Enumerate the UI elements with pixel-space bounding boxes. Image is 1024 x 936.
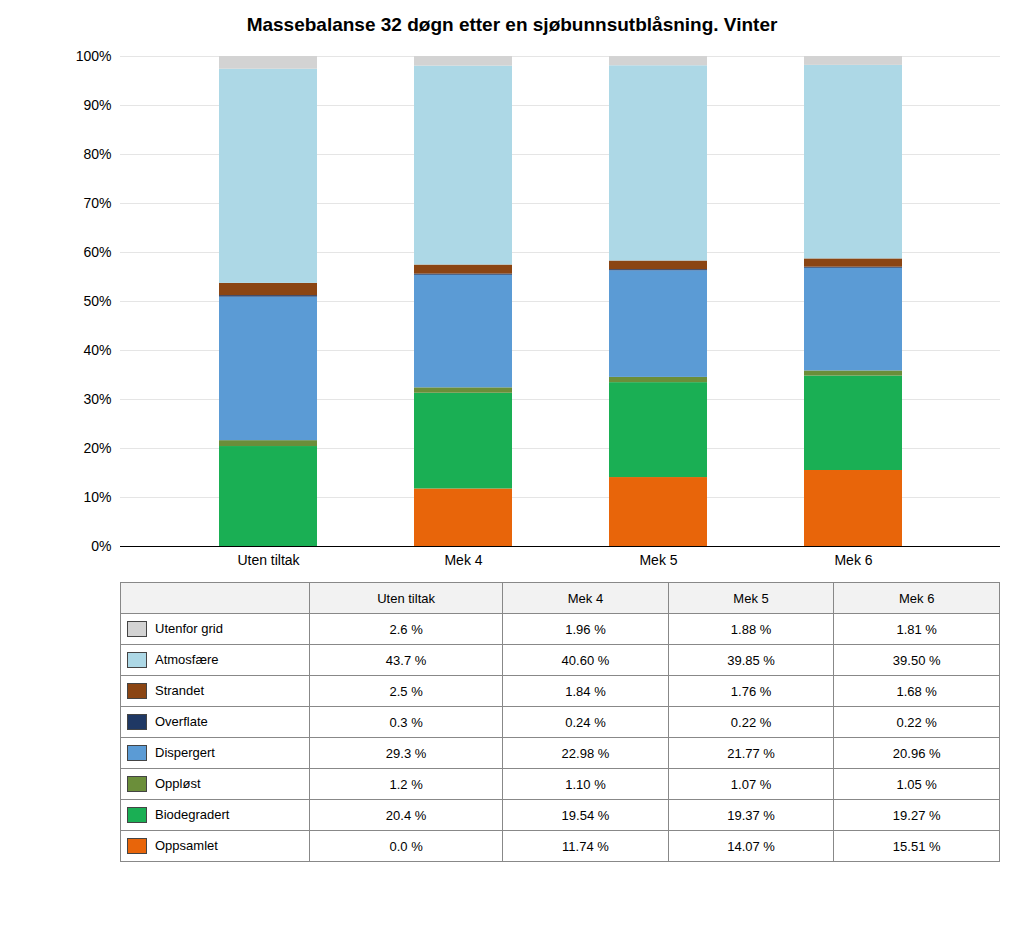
html-text:22.98 %: 22.98 % [561,745,610,761]
svg-text:0%: 0% [91,538,111,554]
html-text:20.4 %: 20.4 % [385,807,427,823]
svg-text:70%: 70% [83,195,111,211]
html-text:Massebalanse 32 døgn etter en: Massebalanse 32 døgn etter en sjøbunnsut… [246,14,778,35]
html-text:21.77 %: 21.77 % [727,745,775,761]
html-text:29.3 %: 29.3 % [385,745,427,761]
html-text:Strandet: Strandet [155,682,205,698]
html-text:Uten tiltak: Uten tiltak [377,590,435,606]
html-text:15.51 %: 15.51 % [892,838,941,854]
html-text:Dispergert: Dispergert [155,744,215,760]
svg-text:20%: 20% [83,440,111,456]
html-text:1.76 %: 1.76 % [730,683,772,699]
html-text:Overflate: Overflate [155,713,208,729]
svg-text:Mek 6: Mek 6 [834,552,872,568]
html-text:1.2 %: 1.2 % [389,776,423,792]
html-text:39.85 %: 39.85 % [727,652,775,668]
html-text:0.22 %: 0.22 % [896,714,937,730]
html-text:Biodegradert: Biodegradert [155,806,230,822]
html-text:0.22 %: 0.22 % [730,714,772,730]
html-text:Utenfor grid: Utenfor grid [155,620,223,636]
svg-text:Mek 5: Mek 5 [639,552,677,568]
svg-text:Mek 4: Mek 4 [444,552,482,568]
svg-text:100%: 100% [76,48,112,64]
html-text:11.74 %: 11.74 % [562,838,609,854]
html-text:40.60 %: 40.60 % [561,652,610,668]
html-text:Mek 6: Mek 6 [899,590,935,606]
html-text:Mek 5: Mek 5 [733,590,769,606]
html-text:1.96 %: 1.96 % [565,621,606,637]
svg-text:90%: 90% [83,97,111,113]
html-text:19.54 %: 19.54 % [561,807,610,823]
html-text:43.7 %: 43.7 % [385,652,427,668]
svg-text:50%: 50% [83,293,111,309]
html-text:14.07 %: 14.07 % [727,838,775,854]
html-text:1.68 %: 1.68 % [896,683,937,699]
html-text:19.27 %: 19.27 % [892,807,941,823]
html-text:0.24 %: 0.24 % [565,714,606,730]
html-text:1.88 %: 1.88 % [730,621,772,637]
svg-text:60%: 60% [83,244,111,260]
html-text:0.0 %: 0.0 % [389,838,423,854]
html-text:19.37 %: 19.37 % [727,807,775,823]
html-text:1.84 %: 1.84 % [565,683,606,699]
html-text:Mek 4: Mek 4 [567,590,604,606]
svg-text:30%: 30% [83,391,111,407]
html-text:1.81 %: 1.81 % [896,621,937,637]
html-text:Atmosfære: Atmosfære [155,651,219,667]
svg-text:10%: 10% [83,489,111,505]
html-text:1.05 %: 1.05 % [896,776,937,792]
html-text:2.6 %: 2.6 % [389,621,423,637]
svg-text:40%: 40% [83,342,111,358]
html-text:0.3 %: 0.3 % [389,714,423,730]
html-text:2.5 %: 2.5 % [389,683,423,699]
html-text:Oppløst: Oppløst [155,775,201,791]
html-text:20.96 %: 20.96 % [892,745,941,761]
svg-text:80%: 80% [83,146,111,162]
html-text:1.07 %: 1.07 % [730,776,772,792]
html-text:Oppsamlet: Oppsamlet [155,837,218,853]
html-text:39.50 %: 39.50 % [892,652,941,668]
html-text:1.10 %: 1.10 % [565,776,606,792]
svg-text:Uten tiltak: Uten tiltak [237,552,300,568]
